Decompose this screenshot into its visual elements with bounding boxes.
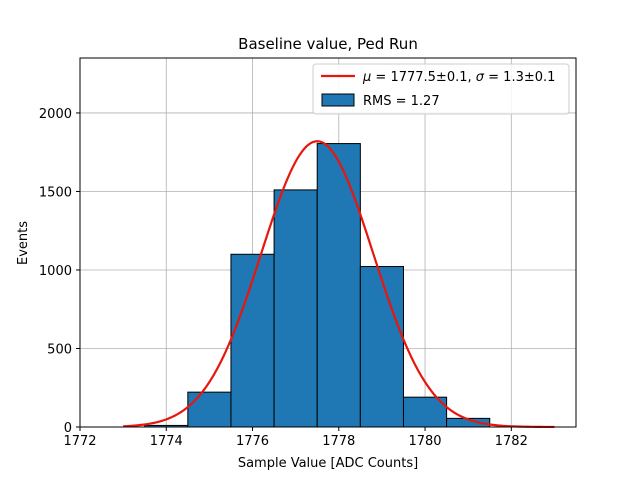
legend-mu-symbol: μ — [362, 70, 371, 85]
x-tick-label: 1780 — [408, 434, 441, 449]
chart-title: Baseline value, Ped Run — [238, 35, 418, 53]
histogram-bar — [187, 391, 232, 428]
y-tick-label: 500 — [47, 342, 72, 357]
histogram-bar — [402, 396, 448, 428]
y-tick-label: 1000 — [39, 264, 72, 279]
x-tick-label: 1776 — [236, 434, 269, 449]
histogram-bars — [144, 143, 491, 428]
legend-mu-value: = 1777.5±0.1, — [371, 70, 475, 85]
legend-sigma-symbol: σ — [476, 70, 485, 85]
y-tick-label: 2000 — [39, 107, 72, 122]
x-tick-label: 1774 — [150, 434, 183, 449]
y-axis-ticks: 0 500 1000 1500 2000 — [39, 107, 80, 436]
y-tick-label: 1500 — [39, 185, 72, 200]
histogram-bar — [273, 189, 318, 428]
y-axis-title: Events — [16, 221, 31, 265]
histogram-bar — [316, 143, 361, 428]
x-tick-label: 1778 — [322, 434, 355, 449]
x-tick-label: 1772 — [63, 434, 96, 449]
x-axis-ticks: 1772 1774 1776 1778 1780 1782 — [63, 427, 528, 449]
gaussian-fit-curve — [123, 140, 555, 429]
plot-frame — [79, 57, 577, 428]
legend-bar-swatch — [321, 93, 355, 107]
y-tick-label: 0 — [64, 421, 72, 436]
legend: μ = 1777.5±0.1, σ = 1.3±0.1 RMS = 1.27 — [312, 63, 570, 115]
legend-rms-label: RMS = 1.27 — [363, 94, 440, 109]
legend-box — [312, 63, 570, 115]
x-axis-title: Sample Value [ADC Counts] — [238, 456, 418, 471]
x-tick-label: 1782 — [495, 434, 528, 449]
legend-sigma-value: = 1.3±0.1 — [484, 70, 555, 85]
legend-fit-label: μ = 1777.5±0.1, σ = 1.3±0.1 — [362, 70, 555, 85]
histogram-bar — [359, 266, 404, 428]
